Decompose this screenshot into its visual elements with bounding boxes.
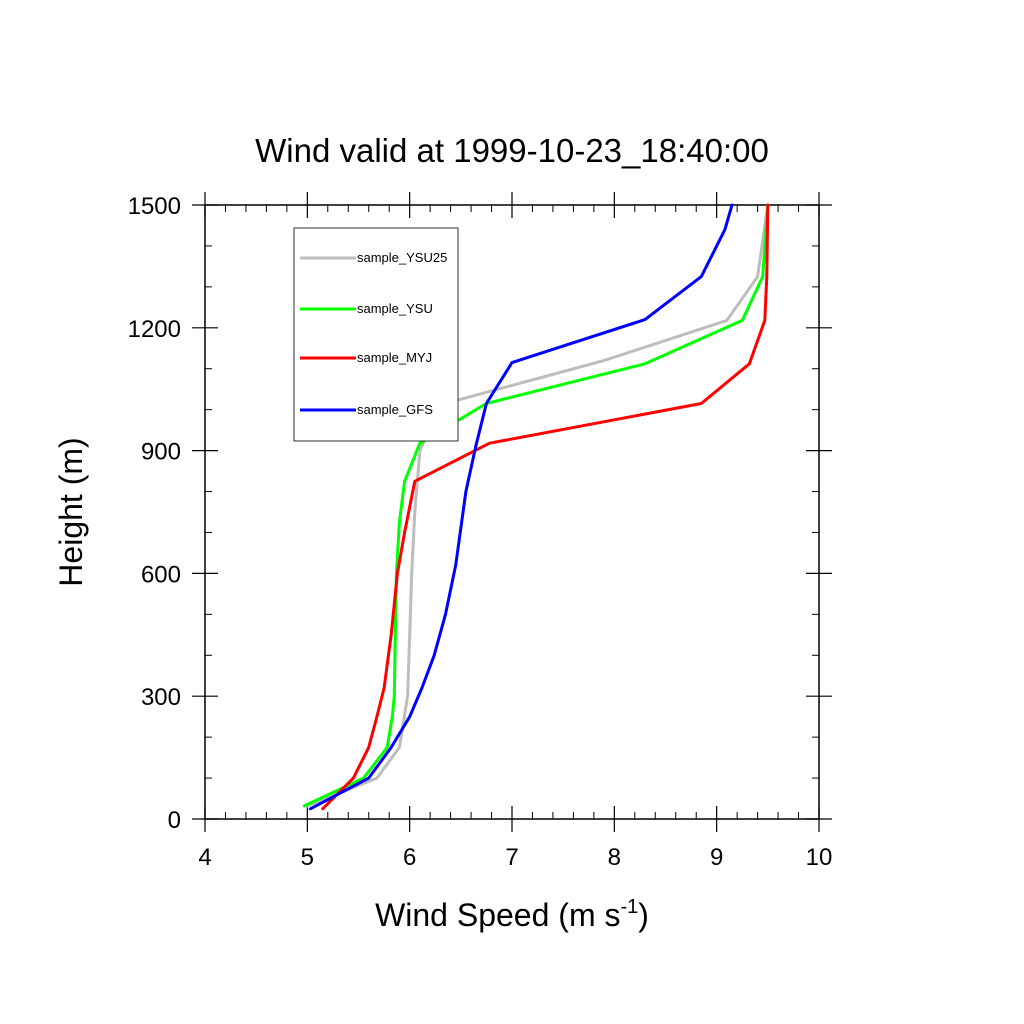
x-tick-label: 6 — [403, 844, 416, 871]
x-tick-label: 7 — [505, 844, 518, 871]
series-line-sample-ysu — [302, 203, 770, 808]
x-tick-label: 10 — [806, 844, 833, 871]
legend-label: sample_YSU25 — [357, 250, 447, 265]
x-axis-label: Wind Speed (m s-1) — [375, 896, 649, 933]
y-tick-label: 1500 — [128, 193, 181, 220]
series-lines — [302, 203, 770, 811]
y-tick-label: 0 — [168, 807, 181, 834]
x-tick-label: 4 — [198, 844, 211, 871]
y-tick-label: 600 — [141, 561, 181, 588]
series-line-sample-ysu25 — [305, 203, 770, 808]
x-tick-label: 8 — [608, 844, 621, 871]
legend-label: sample_YSU — [357, 301, 433, 316]
minor-ticks — [205, 205, 819, 819]
chart-title: Wind valid at 1999-10-23_18:40:00 — [255, 132, 769, 169]
series-line-sample-gfs — [308, 203, 734, 811]
x-axis-ticks: 4 5 6 7 8 9 10 — [198, 192, 832, 871]
y-tick-label: 900 — [141, 439, 181, 466]
x-tick-label: 9 — [710, 844, 723, 871]
series-line-sample-myj — [321, 203, 770, 811]
legend-items: sample_YSU25 sample_YSU sample_MYJ sample_G… — [300, 250, 447, 417]
legend-label: sample_MYJ — [357, 350, 432, 365]
y-axis-label: Height (m) — [53, 437, 89, 586]
x-tick-label: 5 — [301, 844, 314, 871]
y-axis-ticks: 0 300 600 900 1200 1500 — [128, 193, 832, 834]
legend: sample_YSU25 sample_YSU sample_MYJ sample_G… — [293, 227, 459, 442]
y-tick-label: 300 — [141, 684, 181, 711]
legend-label: sample_GFS — [357, 402, 433, 417]
y-tick-label: 1200 — [128, 316, 181, 343]
legend-box — [293, 227, 459, 442]
